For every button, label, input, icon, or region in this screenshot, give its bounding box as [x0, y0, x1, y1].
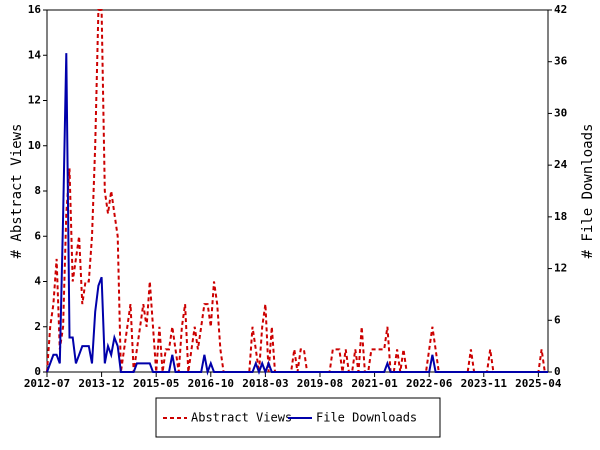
y-tick-label: 8	[34, 184, 41, 197]
y-tick-label: 12	[28, 94, 41, 107]
x-tick-label: 2019-08	[297, 377, 343, 390]
y-tick-label: 0	[34, 365, 41, 378]
legend-label: Abstract Views	[191, 411, 292, 425]
y-tick-label: 10	[28, 139, 41, 152]
y2-tick-label: 12	[554, 262, 567, 275]
plot-frame	[46, 9, 549, 373]
x-tick-label: 2012-07	[24, 377, 70, 390]
legend-label: File Downloads	[316, 411, 417, 425]
x-tick-label: 2015-05	[133, 377, 179, 390]
y2-tick-label: 18	[554, 210, 567, 223]
y-axis-label: # Abstract Views	[9, 124, 25, 259]
x-tick-label: 2022-06	[406, 377, 453, 390]
series-line	[46, 53, 548, 376]
y2-tick-label: 30	[554, 106, 567, 119]
y2-tick-label: 36	[554, 55, 568, 68]
x-tick-label: 2018-03	[242, 377, 288, 390]
x-tick-label: 2021-01	[351, 377, 398, 390]
y-tick-label: 2	[34, 320, 41, 333]
y-tick-label: 16	[28, 3, 42, 16]
y2-tick-label: 42	[554, 3, 567, 16]
x-tick-label: 2013-12	[78, 377, 124, 390]
series-line	[46, 9, 548, 373]
y2-axis-label: # File Downloads	[580, 124, 596, 259]
y-tick-label: 6	[34, 229, 41, 242]
y2-tick-label: 0	[554, 365, 561, 378]
y2-tick-label: 24	[554, 158, 568, 171]
x-tick-label: 2025-04	[515, 377, 562, 390]
y-tick-label: 4	[34, 275, 41, 288]
x-tick-label: 2023-11	[461, 377, 508, 390]
y2-tick-label: 6	[554, 313, 561, 326]
y-tick-label: 14	[28, 48, 42, 61]
x-tick-label: 2016-10	[188, 377, 234, 390]
